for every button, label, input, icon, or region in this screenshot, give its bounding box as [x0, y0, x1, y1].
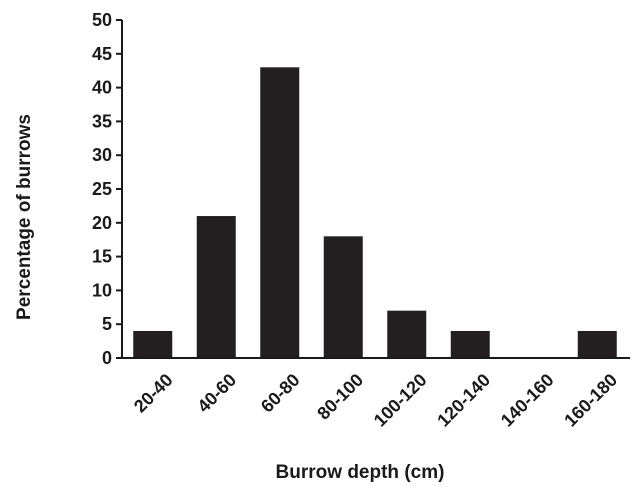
y-tick-label: 40	[92, 78, 112, 98]
x-tick-label: 100-120	[370, 370, 431, 431]
x-tick-label: 60-80	[257, 370, 304, 417]
x-axis-tick-labels: 20-40 40-60 60-80 80-100 100-120 120-140 140-1…	[130, 370, 621, 431]
x-tick-label: 20-40	[130, 370, 177, 417]
x-tick-label: 80-100	[313, 370, 367, 424]
y-tick-label: 30	[92, 145, 112, 165]
y-axis-title: Percentage of burrows	[14, 114, 35, 320]
y-tick-label: 15	[92, 247, 112, 267]
y-tick-label: 35	[92, 111, 112, 131]
y-tick-label: 45	[92, 44, 112, 64]
y-tick-label: 25	[92, 179, 112, 199]
bar-160-180	[577, 330, 617, 358]
x-tick-label: 140-160	[497, 370, 558, 431]
bar-60-80	[260, 67, 300, 358]
y-tick-label: 5	[102, 314, 112, 334]
bars	[133, 67, 617, 358]
x-tick-label: 120-140	[433, 370, 494, 431]
x-tick-label: 160-180	[560, 370, 621, 431]
y-tick-label: 50	[92, 10, 112, 30]
y-tick-label: 0	[102, 348, 112, 368]
bar-80-100	[323, 236, 363, 358]
x-axis-title: Burrow depth (cm)	[276, 462, 445, 483]
x-tick-label: 40-60	[193, 370, 240, 417]
bar-40-60	[196, 216, 236, 358]
y-axis-ticks: 0 5 10 15 20 25 30 35 40 45 50	[92, 10, 122, 368]
y-tick-label: 20	[92, 213, 112, 233]
bar-100-120	[387, 310, 427, 358]
bar-120-140	[450, 330, 490, 358]
y-tick-label: 10	[92, 280, 112, 300]
bar-20-40	[133, 330, 173, 358]
